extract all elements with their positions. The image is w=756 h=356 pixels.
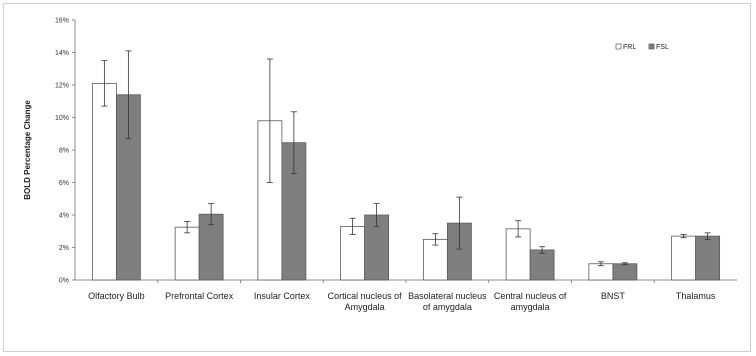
category-label: Central nucleus of	[494, 291, 567, 301]
y-tick-label: 2%	[59, 245, 69, 252]
y-tick-label: 6%	[59, 180, 69, 187]
category-label: Insular Cortex	[254, 291, 311, 301]
legend-swatch-fsl	[648, 43, 655, 50]
category-label: Cortical nucleus of	[328, 291, 403, 301]
y-tick-label: 10%	[55, 115, 69, 122]
y-tick-label: 16%	[55, 18, 69, 25]
category-label: Thalamus	[676, 291, 716, 301]
bar-fsl	[529, 249, 555, 281]
bar-frl	[91, 82, 117, 281]
y-axis-title: BOLD Percentage Change	[23, 100, 32, 200]
legend-label-frl: FRL	[623, 44, 636, 51]
bar-frl	[422, 238, 448, 281]
y-tick-label: 4%	[59, 213, 69, 220]
bar-frl	[588, 263, 614, 281]
bar-fsl	[695, 235, 721, 281]
bar-frl	[671, 235, 697, 281]
legend-label-fsl: FSL	[656, 44, 669, 51]
category-label: Amygdala	[345, 302, 385, 312]
legend-swatch-frl	[615, 43, 622, 50]
y-tick-label: 14%	[55, 50, 69, 57]
y-tick-label: 12%	[55, 83, 69, 90]
bar-fsl	[612, 263, 638, 281]
category-label: amygdala	[511, 302, 550, 312]
bar-frl	[174, 226, 200, 281]
category-label: Basolateral nucleus	[408, 291, 487, 301]
y-tick-label: 8%	[59, 148, 69, 155]
category-label: Olfactory Bulb	[88, 291, 145, 301]
y-tick-label: 0%	[59, 278, 69, 285]
category-label: Prefrontal Cortex	[165, 291, 234, 301]
category-label: of amygdala	[423, 302, 472, 312]
category-label: BNST	[601, 291, 626, 301]
